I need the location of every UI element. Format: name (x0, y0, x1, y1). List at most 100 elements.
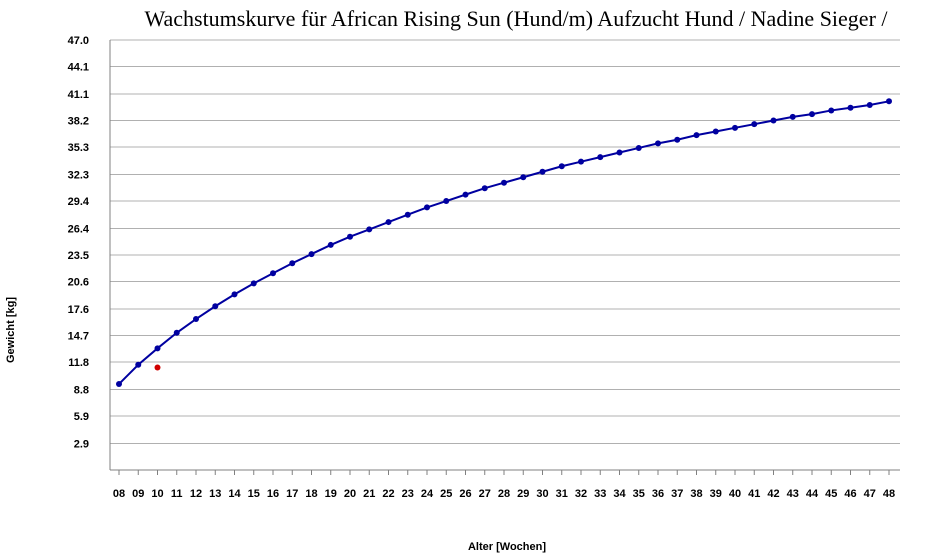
x-tick-label: 42 (767, 488, 779, 500)
growth-curve-point (635, 144, 642, 151)
x-tick-label: 37 (671, 488, 683, 500)
x-tick-label: 08 (113, 488, 125, 500)
y-tick-label: 41.1 (68, 89, 89, 101)
x-tick-label: 25 (440, 488, 452, 500)
growth-curve-point (520, 174, 527, 181)
x-tick-label: 28 (498, 488, 510, 500)
growth-curve-point (327, 241, 334, 248)
growth-curve-point (578, 158, 584, 165)
x-tick-label: 27 (479, 488, 491, 500)
x-tick-label: 29 (517, 488, 529, 500)
growth-curve-point (424, 204, 430, 211)
y-tick-label: 44.1 (68, 62, 89, 74)
y-tick-label: 23.5 (68, 250, 89, 262)
growth-curve-point (212, 303, 219, 310)
growth-curve-point (732, 124, 738, 131)
growth-curve-point (828, 107, 835, 114)
growth-curve-point (308, 251, 315, 258)
x-tick-label: 09 (132, 488, 144, 500)
x-tick-label: 18 (305, 488, 317, 500)
growth-curve-point (501, 179, 507, 186)
growth-curve-point (712, 128, 719, 135)
y-tick-label: 38.2 (68, 116, 89, 128)
growth-curve-point (250, 280, 257, 287)
x-tick-label: 48 (883, 488, 895, 500)
x-tick-label: 16 (267, 488, 279, 500)
x-tick-label: 40 (729, 488, 741, 500)
growth-curve-point (231, 291, 238, 298)
growth-curve-point (173, 329, 180, 336)
x-tick-label: 34 (613, 488, 626, 500)
x-tick-label: 23 (402, 488, 414, 500)
growth-curve-point (462, 191, 469, 198)
x-tick-label: 24 (421, 488, 434, 500)
growth-curve-point (154, 345, 161, 352)
y-tick-labels: 2.9 5.9 8.8 11.8 14.7 17.6 20.6 23.5 26.4 29.4 32.… (68, 35, 90, 450)
growth-curve-point (847, 104, 854, 111)
x-tick-label: 44 (806, 488, 819, 500)
growth-curve-point (270, 270, 276, 277)
x-tick-label: 19 (325, 488, 337, 500)
growth-curve-point (193, 316, 199, 323)
growth-curve-point (366, 226, 373, 233)
x-tick-label: 11 (171, 488, 183, 500)
growth-curve-point (558, 163, 565, 170)
x-tick-label: 45 (825, 488, 837, 500)
x-tick-label: 22 (382, 488, 394, 500)
x-tick-label: 31 (556, 488, 568, 500)
y-tick-label: 2.9 (74, 438, 89, 450)
x-tick-label: 39 (710, 488, 722, 500)
x-tick-label: 32 (575, 488, 587, 500)
x-tick-label: 10 (151, 488, 163, 500)
growth-curve-point (347, 233, 353, 240)
x-tick-label: 38 (690, 488, 702, 500)
growth-curve-point (539, 168, 546, 175)
growth-curve-point (674, 136, 681, 143)
y-tick-label: 47.0 (68, 35, 89, 47)
growth-curve-point (385, 219, 392, 226)
x-tick-label: 35 (633, 488, 645, 500)
x-tick-label: 41 (748, 488, 760, 500)
growth-curve-point (770, 117, 777, 124)
y-tick-label: 29.4 (68, 196, 90, 208)
x-tick-label: 33 (594, 488, 606, 500)
growth-curve-point (751, 121, 758, 128)
x-tick-label: 12 (190, 488, 202, 500)
growth-curve-point (289, 260, 296, 267)
series-layer (116, 98, 892, 387)
x-tick-label: 15 (248, 488, 260, 500)
growth-curve-point (655, 140, 661, 147)
growth-curve-point (135, 361, 142, 368)
y-tick-label: 17.6 (68, 304, 89, 316)
growth-curve-point (481, 185, 488, 192)
growth-curve-point (597, 154, 604, 161)
grid-layer (109, 39, 900, 471)
y-axis-label: Gewicht [kg] (5, 297, 17, 363)
x-tick-label: 17 (286, 488, 298, 500)
growth-curve-point (866, 101, 873, 108)
x-tick-label: 47 (864, 488, 876, 500)
growth-curve-point (886, 98, 892, 105)
growth-curve-point (616, 149, 623, 156)
y-tick-label: 8.8 (74, 384, 89, 396)
growth-curve-point (789, 113, 796, 120)
y-tick-label: 26.4 (68, 223, 90, 235)
growth-curve-line (118, 100, 890, 385)
x-tick-label: 20 (344, 488, 356, 500)
y-tick-label: 14.7 (68, 331, 89, 343)
y-tick-label: 5.9 (74, 411, 89, 423)
x-tick-label: 14 (228, 488, 241, 500)
x-tick-label: 21 (363, 488, 375, 500)
growth-curve-point (809, 111, 815, 118)
growth-curve-point (693, 132, 700, 139)
x-tick-label: 43 (787, 488, 799, 500)
x-tick-label: 46 (844, 488, 856, 500)
growth-curve-point (116, 381, 122, 387)
y-tick-label: 35.3 (68, 142, 89, 154)
chart-title: Wachstumskurve für African Rising Sun (H… (144, 6, 888, 31)
y-tick-label: 11.8 (68, 357, 89, 369)
x-axis-label: Alter [Wochen] (468, 541, 546, 553)
x-tick-label: 26 (459, 488, 471, 500)
y-tick-label: 32.3 (68, 169, 89, 181)
